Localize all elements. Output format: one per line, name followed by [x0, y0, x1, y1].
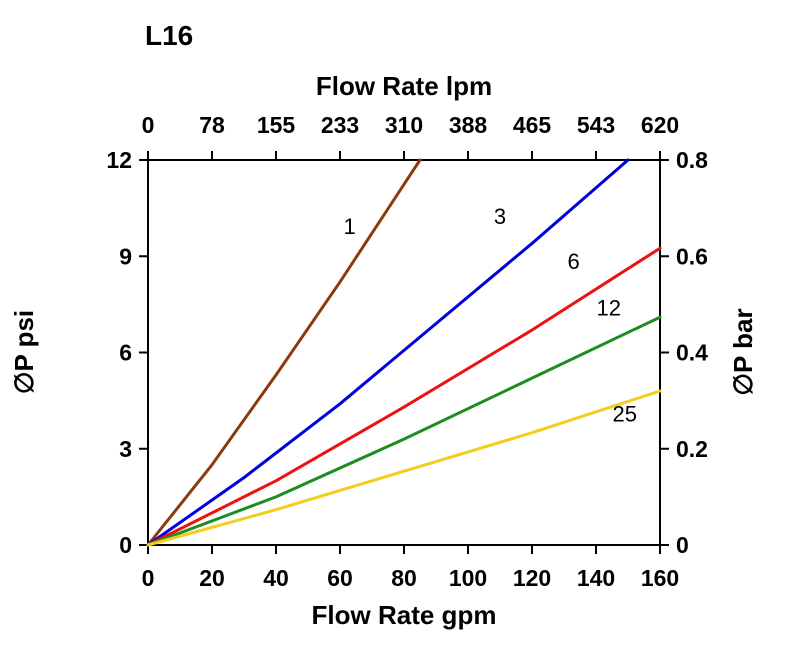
- right-axis-title: ∅P bar: [728, 308, 758, 395]
- left-axis-tick-label: 0: [119, 532, 132, 558]
- top-axis-tick-label: 465: [513, 112, 552, 138]
- top-axis-tick-label: 620: [641, 112, 679, 138]
- bottom-axis-tick-label: 0: [142, 565, 155, 591]
- bottom-axis-tick-label: 140: [577, 565, 615, 591]
- left-axis-tick-label: 9: [119, 243, 132, 269]
- bottom-axis-tick-label: 80: [391, 565, 417, 591]
- series-lines: 1 3 6 12 25: [146, 158, 662, 547]
- top-axis-tick-label: 233: [321, 112, 359, 138]
- top-axis-title: Flow Rate lpm: [316, 71, 492, 101]
- bottom-axis-tick-label: 120: [513, 565, 551, 591]
- top-axis-tick-label: 543: [577, 112, 615, 138]
- chart-title: L16: [145, 20, 193, 51]
- series-line-12: [146, 315, 662, 547]
- series-line-1: [146, 158, 422, 547]
- bottom-axis-tick-label: 160: [641, 565, 679, 591]
- bottom-axis-tick-label: 40: [263, 565, 289, 591]
- series-line-6: [146, 246, 662, 547]
- top-axis-tick-label: 310: [385, 112, 423, 138]
- bottom-axis-tick-label: 60: [327, 565, 353, 591]
- left-axis-title: ∅P psi: [9, 310, 39, 394]
- series-label-25: 25: [613, 401, 637, 426]
- top-axis-tick-label: 388: [449, 112, 488, 138]
- series-label-6: 6: [567, 249, 579, 274]
- left-axis-tick-label: 12: [106, 147, 132, 173]
- right-axis-tick-label: 0.4: [676, 340, 708, 366]
- series-line-25: [146, 389, 662, 547]
- top-axis-tick-label: 0: [142, 112, 155, 138]
- series-line-3: [146, 158, 630, 547]
- top-axis-tick-label: 78: [199, 112, 225, 138]
- series-label-1: 1: [343, 214, 355, 239]
- left-axis-tick-label: 6: [119, 340, 132, 366]
- left-axis-tick-label: 3: [119, 436, 132, 462]
- right-axis-tick-label: 0: [676, 532, 689, 558]
- top-axis-tick-label: 155: [257, 112, 296, 138]
- right-axis-tick-label: 0.8: [676, 147, 708, 173]
- series-label-12: 12: [597, 296, 621, 321]
- bottom-axis-tick-label: 100: [449, 565, 487, 591]
- right-axis-tick-label: 0.6: [676, 243, 708, 269]
- right-axis-tick-label: 0.2: [676, 436, 708, 462]
- bottom-axis-tick-label: 20: [199, 565, 225, 591]
- series-label-3: 3: [494, 204, 506, 229]
- bottom-axis-title: Flow Rate gpm: [312, 600, 497, 630]
